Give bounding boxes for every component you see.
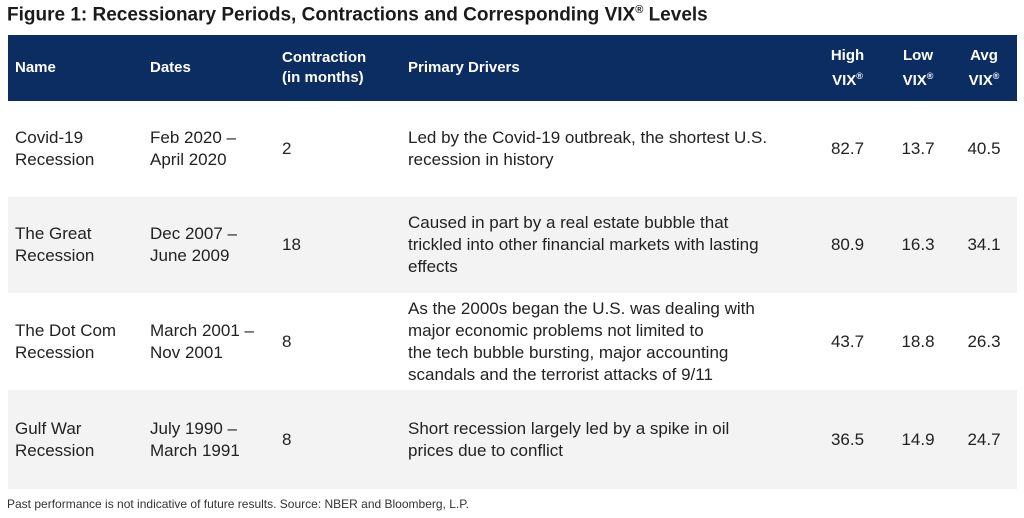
cell-dates: Feb 2020 – April 2020 [150, 128, 237, 169]
cell-name: The Great Recession [15, 224, 95, 265]
cell-contraction: 8 [282, 429, 292, 449]
cell-dates: Dec 2007 – June 2009 [150, 224, 237, 265]
cell-dates: March 2001 – Nov 2001 [150, 320, 254, 362]
header-dates: Dates [150, 59, 191, 76]
cell-avg-vix: 24.7 [967, 429, 1001, 449]
source-footnote: Past performance is not indicative of fu… [7, 497, 470, 511]
cell-high-vix: 82.7 [830, 139, 865, 158]
cell-contraction: 8 [282, 331, 292, 351]
cell-contraction: 2 [282, 139, 292, 158]
table-row: Gulf War Recession July 1990 – March 1991 … [8, 390, 1017, 489]
table-row: Covid-19 Recession Feb 2020 – April 2020 2… [8, 101, 1017, 197]
cell-high-vix: 36.5 [830, 429, 865, 449]
cell-avg-vix: 26.3 [967, 331, 1001, 351]
cell-low-vix: 16.3 [901, 235, 935, 254]
cell-name: Covid-19 Recession [15, 128, 95, 169]
recession-table: Name Dates Contraction (in months) Primar… [8, 35, 1017, 489]
cell-dates: July 1990 – March 1991 [150, 418, 240, 460]
cell-high-vix: 43.7 [830, 331, 865, 351]
figure-title-suffix: Levels [643, 4, 708, 26]
cell-name: The Dot Com Recession [15, 320, 117, 362]
table-row: The Dot Com Recession March 2001 – Nov 200… [8, 293, 1017, 390]
cell-drivers: Short recession largely led by a spike i… [408, 418, 730, 460]
cell-drivers: Led by the Covid-19 outbreak, the shorte… [408, 128, 768, 169]
cell-name: Gulf War Recession [15, 418, 95, 460]
header-contraction: Contraction (in months) [282, 49, 367, 86]
cell-contraction: 18 [282, 235, 301, 254]
cell-low-vix: 13.7 [901, 139, 935, 158]
figure-title: Figure 1: Recessionary Periods, Contract… [7, 4, 708, 26]
header-low-vix: Low VIX® [902, 46, 934, 89]
cell-low-vix: 14.9 [901, 429, 935, 449]
cell-low-vix: 18.8 [901, 331, 935, 351]
header-primary-drivers: Primary Drivers [408, 59, 520, 76]
cell-high-vix: 80.9 [830, 235, 865, 254]
cell-avg-vix: 34.1 [967, 235, 1001, 254]
header-high-vix: High VIX® [830, 46, 865, 89]
table-row: The Great Recession Dec 2007 – June 2009 1… [8, 197, 1017, 293]
cell-drivers: Caused in part by a real estate bubble t… [408, 213, 759, 276]
table-header-row: Name Dates Contraction (in months) Primar… [8, 35, 1017, 101]
cell-drivers: As the 2000s began the U.S. was dealing … [408, 298, 755, 384]
header-name: Name [15, 59, 56, 76]
figure-title-text: Figure 1: Recessionary Periods, Contract… [7, 4, 636, 26]
registered-mark: ® [635, 4, 644, 16]
header-avg-vix: Avg VIX® [968, 46, 1000, 89]
cell-avg-vix: 40.5 [967, 139, 1001, 158]
